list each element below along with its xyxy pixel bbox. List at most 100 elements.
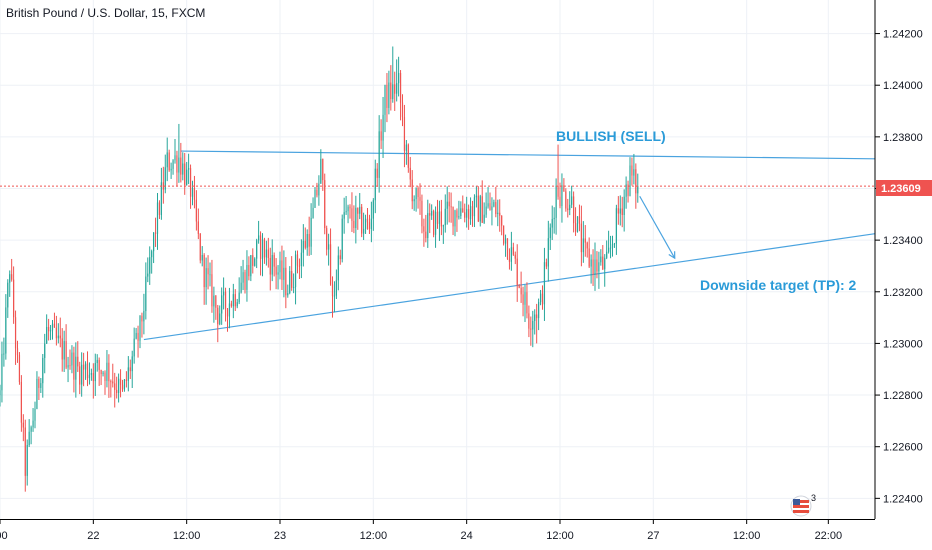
candle bbox=[359, 193, 361, 220]
candle bbox=[289, 266, 291, 295]
candle bbox=[468, 204, 470, 230]
candle bbox=[497, 199, 499, 227]
candle bbox=[224, 287, 227, 322]
candle bbox=[238, 277, 240, 305]
candle bbox=[436, 199, 439, 229]
candle bbox=[349, 204, 351, 219]
candle bbox=[504, 234, 507, 257]
candle bbox=[409, 156, 411, 188]
candle bbox=[619, 195, 621, 226]
candle bbox=[92, 363, 94, 399]
candle bbox=[287, 284, 289, 298]
candle bbox=[182, 152, 184, 181]
candle bbox=[608, 230, 610, 254]
candle bbox=[88, 362, 91, 385]
candle bbox=[316, 182, 318, 198]
candle bbox=[337, 246, 339, 291]
candle bbox=[34, 401, 36, 429]
y-tick-label: 1.22400 bbox=[883, 493, 923, 505]
candle bbox=[9, 270, 11, 297]
candle bbox=[368, 214, 371, 235]
y-tick-label: 1.23000 bbox=[883, 338, 923, 350]
candle bbox=[526, 282, 528, 319]
candle bbox=[324, 173, 326, 235]
candle bbox=[172, 159, 174, 175]
candle bbox=[466, 196, 468, 228]
candle bbox=[279, 251, 281, 280]
candle bbox=[586, 241, 588, 258]
candle bbox=[363, 212, 365, 240]
candle bbox=[425, 214, 427, 243]
candle bbox=[298, 258, 301, 280]
candle bbox=[3, 337, 5, 367]
candle bbox=[69, 349, 71, 370]
candle bbox=[388, 70, 390, 115]
candle bbox=[22, 414, 24, 442]
candle bbox=[254, 257, 256, 267]
candle bbox=[629, 157, 631, 197]
candle bbox=[361, 203, 363, 238]
candle bbox=[448, 192, 450, 223]
candle bbox=[283, 250, 285, 298]
candle bbox=[139, 315, 141, 349]
candle bbox=[156, 192, 159, 250]
candle bbox=[520, 271, 522, 303]
candle bbox=[84, 361, 87, 380]
price-axis[interactable]: 1.242001.240001.238001.236001.234001.232… bbox=[875, 29, 923, 506]
candle bbox=[633, 153, 635, 185]
flag-logo-icon[interactable]: 3 bbox=[790, 493, 816, 517]
candle bbox=[65, 324, 67, 370]
candle bbox=[75, 342, 77, 398]
x-tick-label: 12:00 bbox=[360, 530, 388, 542]
candle bbox=[477, 186, 479, 223]
candle bbox=[347, 204, 349, 224]
y-tick-label: 1.22800 bbox=[883, 390, 923, 402]
candle bbox=[125, 371, 127, 388]
candle bbox=[281, 245, 283, 291]
candle bbox=[401, 94, 404, 127]
candle bbox=[392, 46, 394, 103]
candle bbox=[223, 277, 225, 310]
candle bbox=[621, 196, 623, 228]
candle bbox=[219, 305, 221, 326]
candle bbox=[326, 225, 328, 256]
x-tick-label: 24 bbox=[461, 530, 473, 542]
candle bbox=[333, 281, 336, 313]
candle bbox=[61, 328, 63, 372]
candle bbox=[203, 253, 205, 305]
candle bbox=[153, 232, 155, 264]
candle bbox=[186, 161, 188, 186]
candle bbox=[510, 231, 512, 271]
candle bbox=[551, 205, 553, 240]
candle bbox=[481, 180, 483, 224]
candle bbox=[528, 305, 530, 338]
candle bbox=[256, 238, 258, 269]
candle bbox=[501, 215, 503, 236]
candle bbox=[357, 207, 359, 230]
candle bbox=[112, 363, 114, 388]
candle bbox=[617, 196, 619, 225]
candle bbox=[534, 309, 536, 335]
candle bbox=[32, 408, 34, 432]
candle bbox=[306, 229, 308, 256]
time-axis[interactable]: :00 22 12:00 23 12:00 24 12:00 27 12:00 22:00 bbox=[0, 519, 842, 542]
candle bbox=[547, 220, 549, 282]
candle bbox=[123, 378, 126, 392]
candle bbox=[580, 205, 582, 267]
y-tick-label: 1.23400 bbox=[883, 235, 923, 247]
candle bbox=[188, 153, 190, 185]
candle bbox=[625, 176, 627, 209]
candle bbox=[341, 214, 343, 263]
candle bbox=[42, 353, 44, 398]
candle bbox=[329, 228, 332, 286]
candle bbox=[213, 286, 215, 323]
candle bbox=[246, 250, 248, 302]
candle bbox=[199, 233, 201, 264]
candle bbox=[118, 373, 120, 403]
candle bbox=[102, 370, 104, 377]
x-tick-label: 22 bbox=[87, 530, 99, 542]
candle bbox=[600, 249, 602, 266]
candle bbox=[506, 238, 509, 260]
candle bbox=[193, 175, 196, 209]
